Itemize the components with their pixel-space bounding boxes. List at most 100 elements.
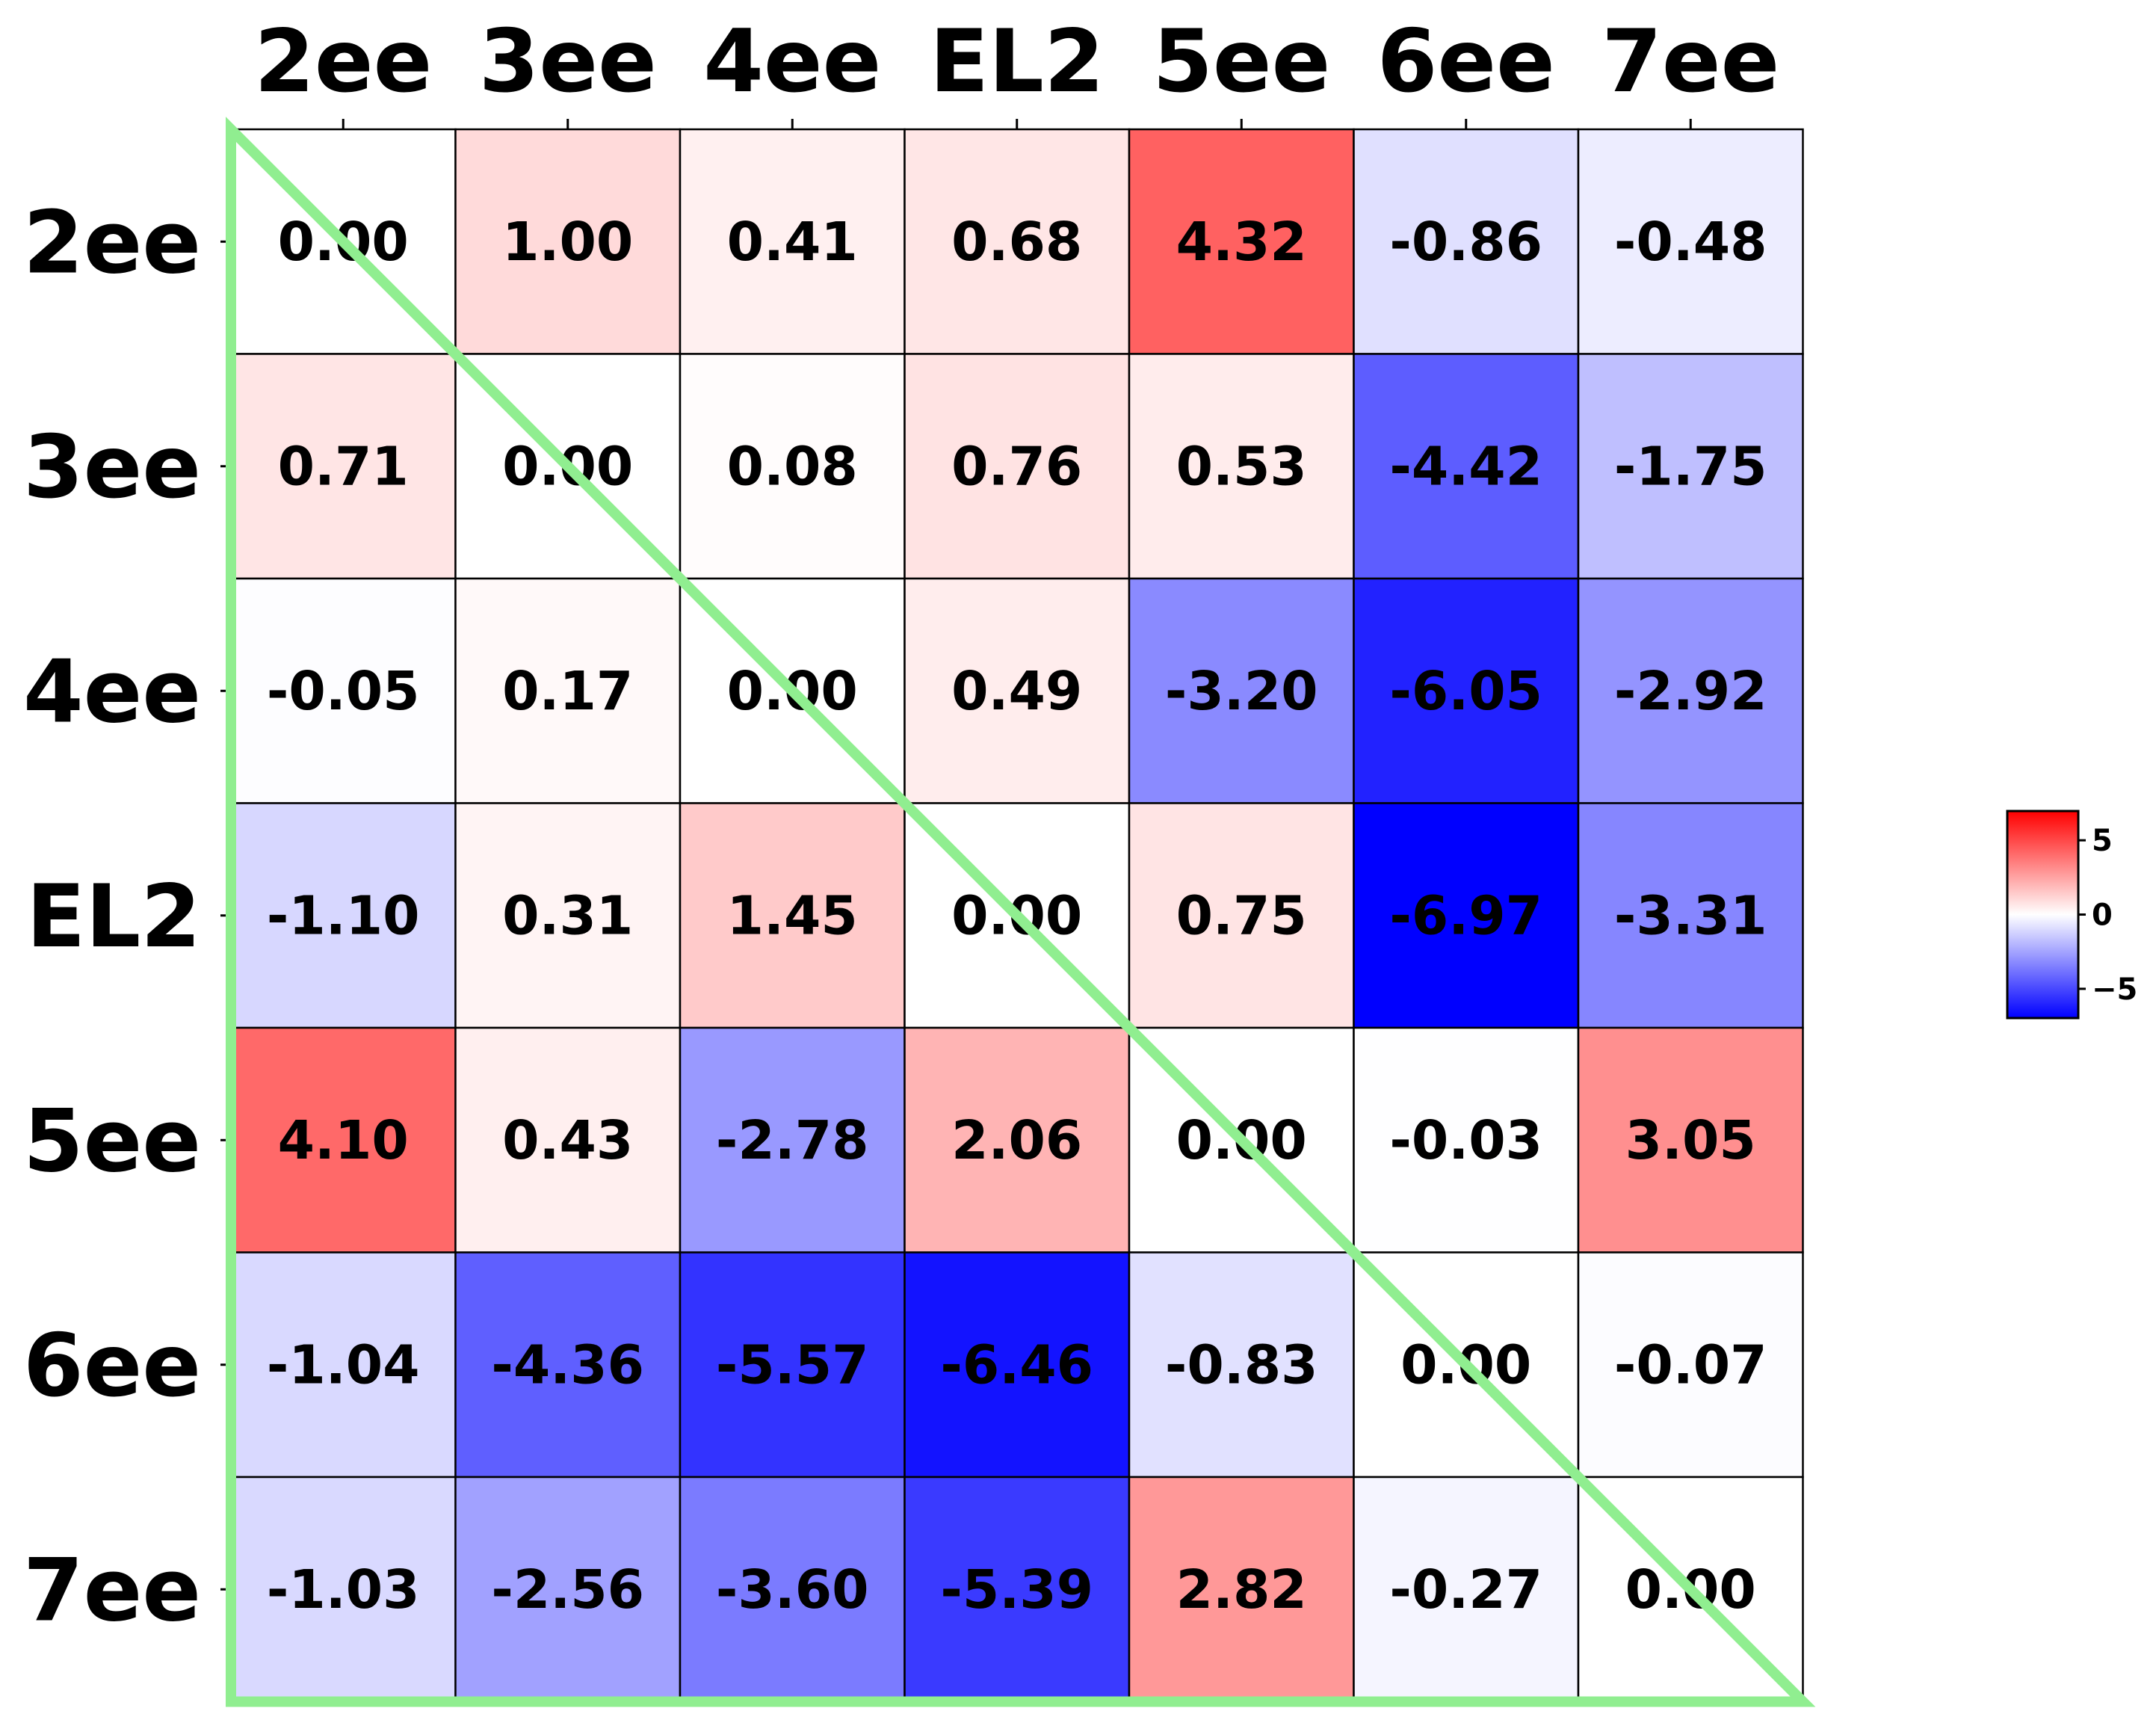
- heatmap-cell-7ee-4ee: [679, 1476, 906, 1703]
- heatmap-cell-7ee-EL2: [904, 1476, 1131, 1703]
- cell-value-label: -4.42: [1389, 435, 1542, 497]
- cell-value-label: -3.31: [1614, 884, 1767, 946]
- cell-value-label: -3.20: [1165, 660, 1318, 722]
- colorbar: 5 0 −5: [2006, 810, 2137, 1020]
- y-tick-label: 3ee: [23, 417, 201, 518]
- cell-value-label: 1.45: [727, 884, 858, 946]
- cell-value-label: -0.07: [1614, 1334, 1767, 1396]
- heatmap-cell-labels: 0.00 1.00 0.41 0.68 4.32 -0.86 -0.480.71 0.00 0.…: [267, 211, 1767, 1621]
- cell-value-label: -0.48: [1614, 211, 1767, 273]
- heatmap-cell-6ee-EL2: [904, 1251, 1131, 1479]
- cell-value-label: -0.05: [267, 660, 420, 722]
- cell-value-label: 0.43: [502, 1109, 633, 1171]
- heatmap-cell-4ee-6ee: [1353, 577, 1580, 804]
- cell-value-label: -1.75: [1614, 435, 1767, 497]
- x-tick-label: 3ee: [479, 11, 657, 112]
- y-tick-label: 4ee: [23, 641, 201, 742]
- heatmap-cell-2ee-EL2: [904, 128, 1131, 355]
- cell-value-label: -2.78: [716, 1109, 869, 1171]
- heatmap-cell-6ee-2ee: [229, 1251, 457, 1479]
- cell-value-label: 0.75: [1176, 884, 1307, 946]
- x-tick-label: 7ee: [1601, 11, 1779, 112]
- heatmap-cell-4ee-EL2: [904, 577, 1131, 804]
- cell-value-label: 0.53: [1176, 435, 1307, 497]
- heatmap-cell-4ee-7ee: [1577, 577, 1804, 804]
- colorbar-gradient: [2006, 810, 2080, 1020]
- y-tick-label: 5ee: [23, 1091, 201, 1192]
- x-tick-label: 2ee: [254, 11, 432, 112]
- heatmap-cell-6ee-7ee: [1577, 1251, 1804, 1479]
- cell-value-label: -6.46: [940, 1334, 1093, 1396]
- heatmap-cell-EL2-7ee: [1577, 802, 1804, 1029]
- y-tick-label: 6ee: [23, 1316, 201, 1416]
- cell-value-label: 2.82: [1176, 1559, 1307, 1621]
- y-tick-label: 7ee: [23, 1540, 201, 1641]
- x-tick-label: 5ee: [1152, 11, 1330, 112]
- heatmap-cell-7ee-2ee: [229, 1476, 457, 1703]
- cell-value-label: -0.83: [1165, 1334, 1318, 1396]
- heatmap-cell-4ee-3ee: [454, 577, 682, 804]
- cell-value-label: -5.57: [716, 1334, 869, 1396]
- cell-value-label: 0.68: [951, 211, 1082, 273]
- cell-value-label: -6.97: [1389, 884, 1542, 946]
- heatmap-cell-EL2-3ee: [454, 802, 682, 1029]
- y-tick-label: EL2: [26, 866, 201, 967]
- cell-value-label: 0.08: [727, 435, 858, 497]
- x-tick-label: 6ee: [1377, 11, 1555, 112]
- cell-value-label: 2.06: [951, 1109, 1082, 1171]
- cell-value-label: -3.60: [716, 1559, 869, 1621]
- heatmap-cell-2ee-6ee: [1353, 128, 1580, 355]
- cell-value-label: -1.10: [267, 884, 420, 946]
- cell-value-label: -0.27: [1389, 1559, 1542, 1621]
- heatmap-cell-5ee-2ee: [229, 1026, 457, 1254]
- colorbar-tick-label: −5: [2092, 972, 2137, 1007]
- heatmap-cell-EL2-6ee: [1353, 802, 1580, 1029]
- cell-value-label: -1.03: [267, 1559, 420, 1621]
- colorbar-tick-label: 5: [2092, 824, 2113, 858]
- cell-value-label: 0.49: [951, 660, 1082, 722]
- cell-value-label: 1.00: [502, 211, 633, 273]
- x-tick-label: 4ee: [703, 11, 881, 112]
- heatmap-cell-3ee-5ee: [1128, 353, 1355, 580]
- heatmap-cell-7ee-5ee: [1128, 1476, 1355, 1703]
- heatmap-cell-2ee-5ee: [1128, 128, 1355, 355]
- cell-value-label: 4.32: [1176, 211, 1307, 273]
- heatmap-cell-6ee-4ee: [679, 1251, 906, 1479]
- cell-value-label: 4.10: [278, 1109, 409, 1171]
- cell-value-label: -2.56: [491, 1559, 644, 1621]
- cell-value-label: 0.31: [502, 884, 633, 946]
- cell-value-label: -6.05: [1389, 660, 1542, 722]
- heatmap-cell-4ee-5ee: [1128, 577, 1355, 804]
- heatmap-cell-4ee-2ee: [229, 577, 457, 804]
- heatmap-cell-EL2-2ee: [229, 802, 457, 1029]
- cell-value-label: 0.76: [951, 435, 1082, 497]
- cell-value-label: -0.03: [1389, 1109, 1542, 1171]
- heatmap-cell-5ee-4ee: [679, 1026, 906, 1254]
- row-labels: 2ee 3ee 4ee EL2 5ee 6ee 7ee: [23, 192, 201, 1641]
- heatmap-cell-6ee-5ee: [1128, 1251, 1355, 1479]
- lower-triangle-overlay: [226, 117, 1816, 1707]
- y-tick-label: 2ee: [23, 192, 201, 293]
- heatmap-cell-3ee-6ee: [1353, 353, 1580, 580]
- heatmap-cell-2ee-3ee: [454, 128, 682, 355]
- cell-value-label: -2.92: [1614, 660, 1767, 722]
- heatmap-cell-6ee-3ee: [454, 1251, 682, 1479]
- colorbar-ticks: 5 0 −5: [2078, 824, 2137, 1007]
- heatmap-cell-3ee-4ee: [679, 353, 906, 580]
- cell-value-label: -0.86: [1389, 211, 1542, 273]
- heatmap-cell-3ee-2ee: [229, 353, 457, 580]
- cell-value-label: -5.39: [940, 1559, 1093, 1621]
- cell-value-label: -4.36: [491, 1334, 644, 1396]
- colorbar-tick-label: 0: [2092, 898, 2113, 933]
- cell-value-label: -1.04: [267, 1334, 420, 1396]
- cell-value-label: 0.71: [278, 435, 409, 497]
- cell-value-label: 3.05: [1625, 1109, 1756, 1171]
- cell-value-label: 0.41: [727, 211, 858, 273]
- heatmap-cells: [229, 128, 1804, 1703]
- heatmap-cell-7ee-6ee: [1353, 1476, 1580, 1703]
- heatmap-cell-3ee-7ee: [1577, 353, 1804, 580]
- cell-value-label: 0.17: [502, 660, 633, 722]
- x-tick-label: EL2: [930, 11, 1105, 112]
- heatmap-cell-5ee-7ee: [1577, 1026, 1804, 1254]
